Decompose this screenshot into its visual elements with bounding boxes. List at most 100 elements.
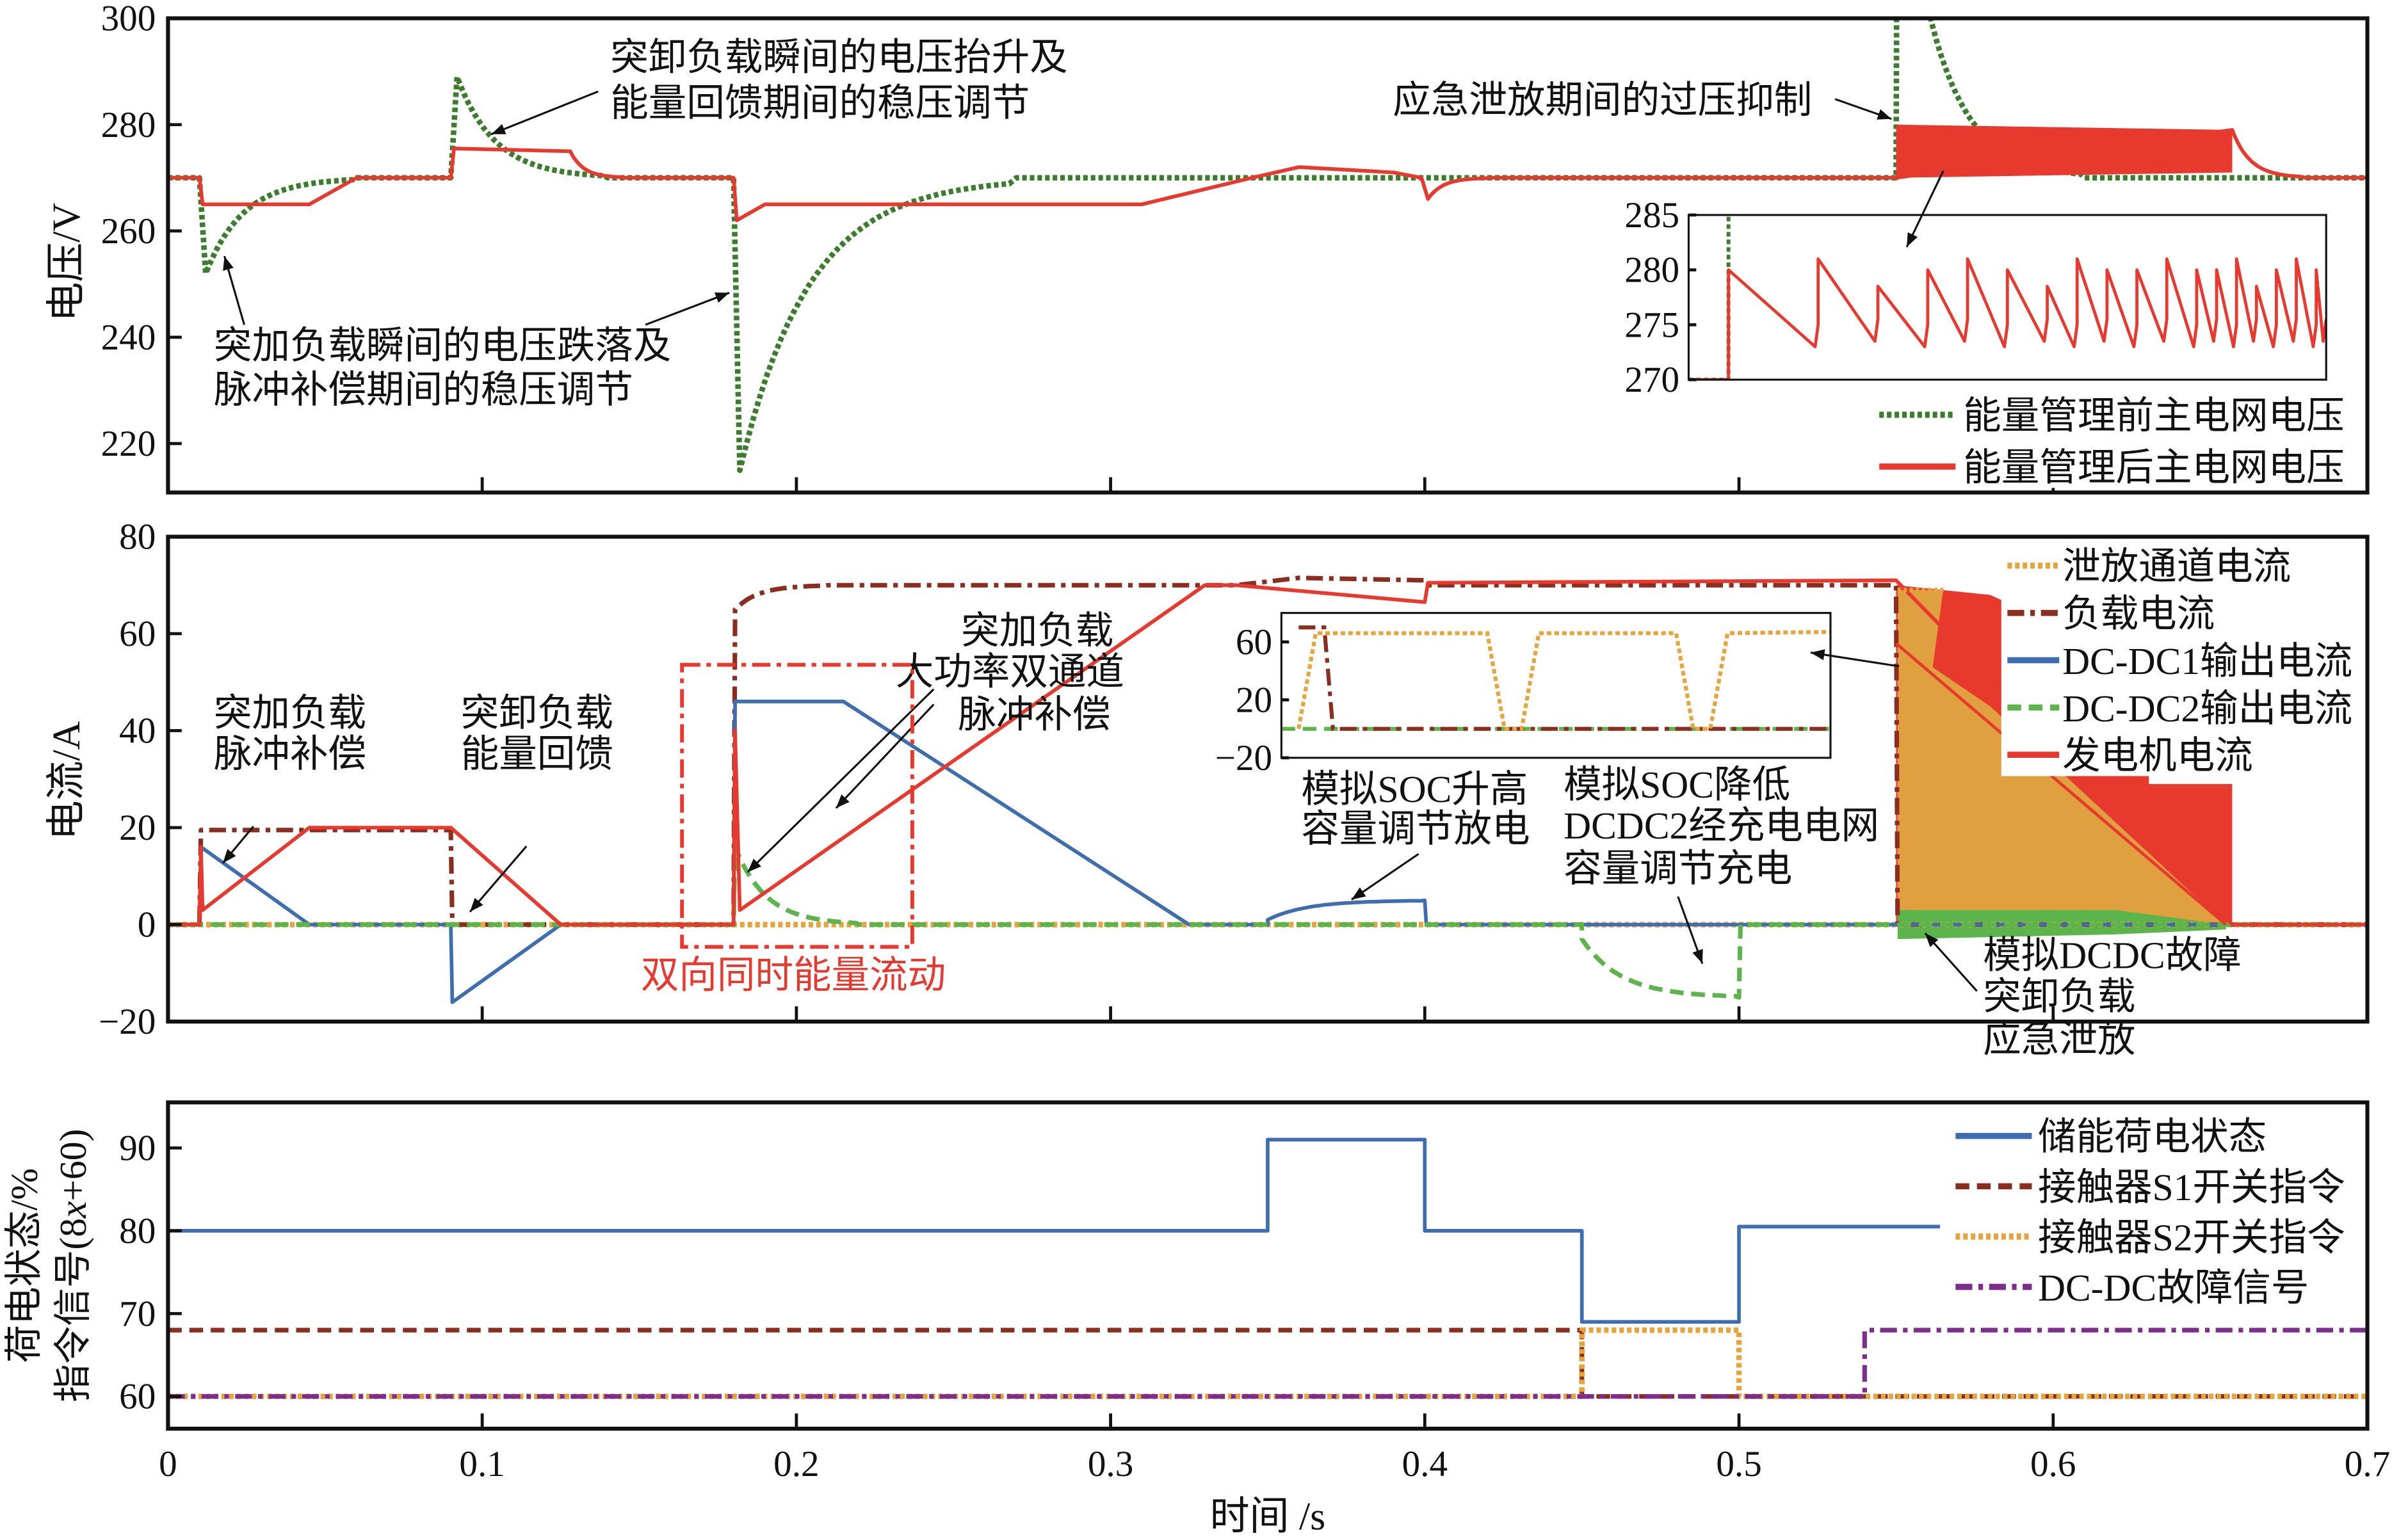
voltage-plot-frame [166, 16, 2370, 495]
command-ylabel: 指令信号(8x+60) [52, 1129, 94, 1402]
series-line-能量管理后主电网电压 [168, 128, 2368, 223]
ytick-label: 40 [119, 711, 156, 751]
series-line-发电机电流 [168, 578, 2368, 927]
annotation-voltage-rise: 突卸负载瞬间的电压抬升及 能量回馈期间的稳压调节 [490, 36, 1068, 136]
annotation-text: 突卸负载 [1983, 975, 2135, 1018]
legend-label: 泄放通道电流 [2062, 545, 2291, 588]
xtick-label: 0.5 [1716, 1444, 1761, 1484]
annotation-text: 脉冲补偿 [958, 693, 1110, 735]
ytick-label: 280 [101, 105, 156, 145]
inset-ytick-label: 270 [1624, 360, 1679, 400]
inset-ytick-label: 60 [1236, 622, 1272, 662]
annotation-voltage-drop: 突加负载瞬间的电压跌落及 脉冲补偿期间的稳压调节 [214, 255, 730, 411]
voltage-inset: 285 280 275 270 [1624, 195, 2327, 400]
annotation-text: 模拟DCDC故障 [1983, 934, 2242, 977]
current-inset-frame [1280, 612, 1832, 759]
soc-plot-frame [166, 1100, 2370, 1431]
annotation-energy-feedback: 突卸负载 能量回馈 [461, 692, 613, 913]
series-line-接触器S2开关指令 [168, 1327, 2368, 1399]
ytick-label: 20 [119, 808, 156, 848]
ytick-label: 70 [119, 1294, 156, 1334]
soc-ylabel: 荷电状态/% [3, 1168, 45, 1363]
inset-pointer-arrow [1905, 170, 1944, 248]
soc-panel: 90 80 70 600 0.1 0.2 0.3 0.4 0.5 0.6 0.7 荷电状态/% 指令… [3, 1100, 2390, 1538]
series-line-DC-DC故障信号 [168, 1327, 2368, 1399]
ytick-label: 240 [101, 317, 156, 358]
series-line-接触器S1开关指令 [168, 1327, 2368, 1399]
annotation-text: 突卸负载 [461, 692, 613, 734]
annotation-pulse-comp: 突加负载 脉冲补偿 [214, 692, 366, 864]
annotation-text: DCDC2经充电电网 [1564, 805, 1879, 847]
series-line-DC-DC2输出电流 [168, 844, 2368, 1000]
legend-label: 储能荷电状态 [2038, 1116, 2267, 1158]
annotation-text: 突卸负载瞬间的电压抬升及 [610, 36, 1068, 79]
ytick-label: 80 [119, 517, 156, 557]
annotation-arrow [835, 703, 935, 809]
annotation-text: 脉冲补偿 [214, 733, 366, 775]
xtick-label: 0.3 [1088, 1444, 1133, 1484]
inset-ytick-label: 280 [1624, 250, 1679, 291]
annotation-text: 突加负载 [214, 692, 366, 734]
annotation-arrow [1834, 98, 1892, 120]
ytick-label: 220 [101, 424, 156, 464]
annotation-text: 容量调节放电 [1301, 808, 1530, 850]
inset-ytick-label: −20 [1215, 738, 1272, 778]
time-xlabel: 时间 /s [1210, 1495, 1326, 1538]
generator-current-boundary [1895, 642, 2227, 926]
series-line-能量管理前主电网电压 [168, 18, 2368, 473]
legend-label: 接触器S1开关指令 [2038, 1166, 2345, 1208]
inset-ytick-label: 285 [1624, 195, 1679, 236]
annotation-arrow [747, 688, 935, 873]
ytick-label: −20 [99, 1002, 156, 1042]
voltage-panel: 300 280 260 240 220 电压/V 285 280 275 270 突卸负载瞬间… [45, 0, 2370, 495]
series-line-负载电流 [168, 575, 2368, 927]
ytick-label: 300 [101, 0, 156, 39]
annotation-text: 应急泄放 [1983, 1018, 2135, 1061]
xtick-label: 0.4 [1402, 1444, 1448, 1484]
legend-label: 负载电流 [2062, 593, 2215, 635]
annotation-text: 模拟SOC降低 [1564, 764, 1790, 806]
current-plot-frame [166, 534, 2370, 1024]
annotation-arrow [469, 846, 528, 913]
annotation-arrow [222, 826, 255, 864]
annotation-arrow [1924, 932, 1978, 992]
annotation-overvoltage: 应急泄放期间的过压抑制 [1393, 79, 1944, 248]
current-inset: 60 20 −20 [1215, 612, 1900, 778]
current-panel: 80 60 40 20 0 −20 电流/A 60 20 −20 突加负载 脉冲补偿 突卸负载… [45, 517, 2370, 1061]
ytick-label: 90 [119, 1128, 156, 1169]
annotation-arrow [223, 255, 246, 325]
annotation-arrow [490, 90, 599, 136]
legend-label: DC-DC故障信号 [2038, 1267, 2309, 1309]
annotation-dcdc-fault: 模拟DCDC故障 突卸负载 应急泄放 [1924, 932, 2242, 1061]
xtick-label: 0.6 [2030, 1444, 2076, 1484]
annotation-soc-low: 模拟SOC降低 DCDC2经充电电网 容量调节充电 [1564, 764, 1879, 965]
annotation-text: 能量回馈 [461, 733, 613, 775]
series-line-DC-DC1输出电流 [168, 700, 2368, 1004]
inset-line-负载电流 [1298, 625, 1830, 731]
xtick-label: 0 [159, 1444, 177, 1484]
inset-after-line [1688, 257, 2327, 380]
voltage-inset-frame [1687, 214, 2327, 381]
legend-label: 能量管理后主电网电压 [1963, 446, 2344, 488]
current-ylabel: 电流/A [45, 721, 88, 840]
annotation-arrow [1677, 896, 1704, 965]
series-band-能量管理后主电网电压 [1896, 124, 2233, 178]
annotation-text: 突加负载 [961, 609, 1113, 652]
legend-label: DC-DC2输出电流 [2062, 687, 2352, 730]
legend-label: 能量管理前主电网电压 [1963, 394, 2344, 437]
annotation-arrow [645, 291, 730, 326]
inset-pointer-arrow [1810, 649, 1900, 668]
inset-line-泄放通道电流 [1297, 630, 1830, 731]
annotation-text: 大功率双通道 [896, 651, 1124, 693]
annotation-text: 应急泄放期间的过压抑制 [1393, 79, 1812, 121]
ytick-label: 60 [119, 614, 156, 654]
annotation-text: 模拟SOC升高 [1301, 768, 1528, 810]
voltage-ylabel: 电压/V [45, 203, 88, 322]
ytick-label: 80 [119, 1211, 156, 1251]
ytick-label: 260 [101, 211, 156, 252]
annotation-text: 突加负载瞬间的电压跌落及 [214, 325, 672, 367]
annotation-text: 容量调节充电 [1564, 847, 1792, 890]
annotation-text: 能量回馈期间的稳压调节 [610, 82, 1030, 124]
